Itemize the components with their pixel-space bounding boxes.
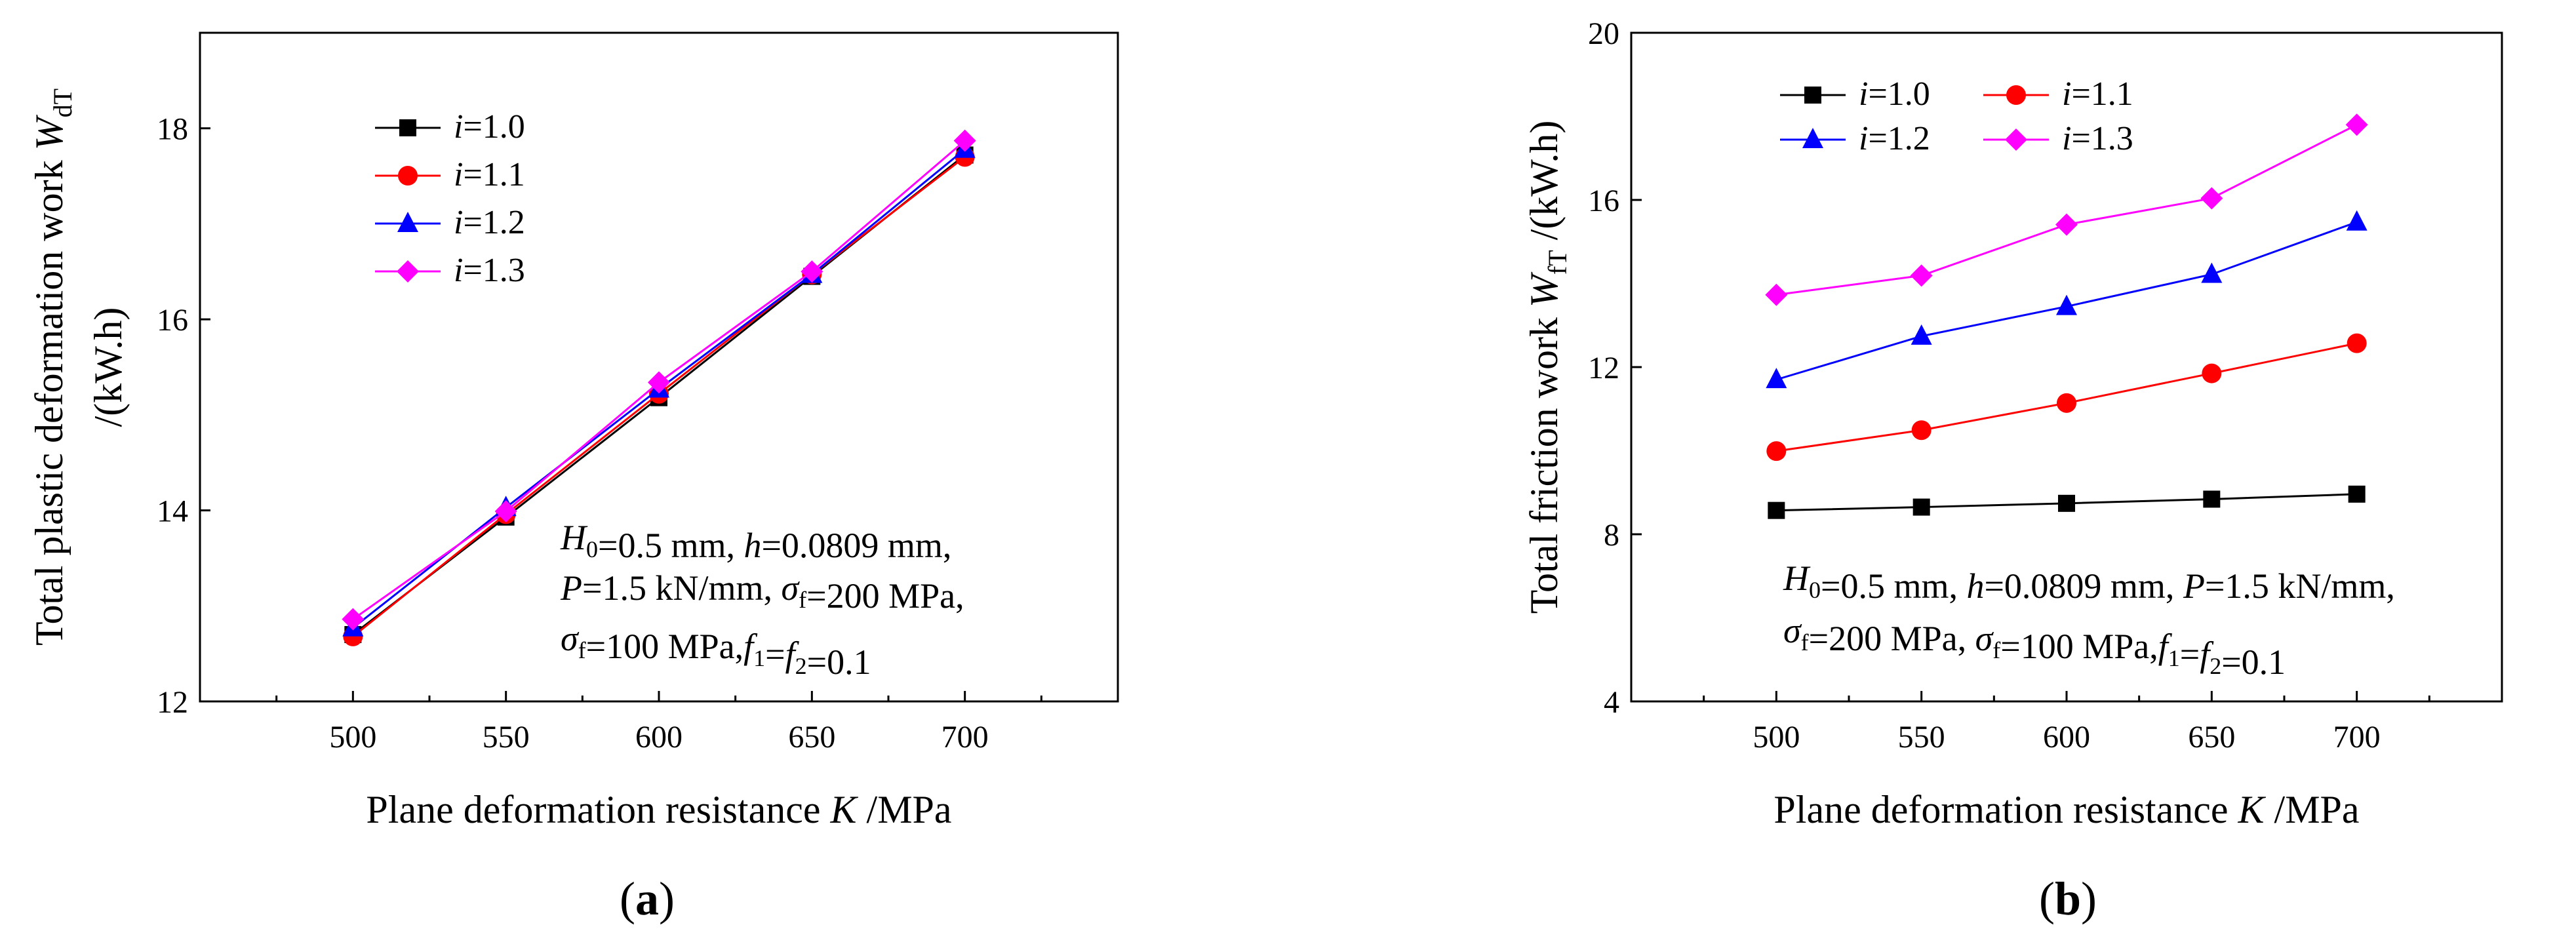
data-point — [2202, 363, 2222, 383]
parameter-note: H0=0.5 mm, h=0.0809 mm, P=1.5 kN/mm, — [1783, 559, 2395, 606]
x-tick-label: 650 — [788, 720, 835, 755]
y-tick-label: 12 — [157, 685, 188, 720]
x-tick-label: 700 — [2333, 720, 2381, 755]
data-point — [2347, 333, 2367, 353]
y-axis-label: Total plastic deformation work WdT — [28, 88, 77, 646]
parameter-note: σf=100 MPa,f1=f2=0.1 — [561, 619, 871, 682]
series-1.0 — [1768, 485, 2366, 519]
data-point — [342, 608, 365, 631]
data-point — [2348, 485, 2366, 503]
data-point — [1911, 420, 1932, 441]
x-tick-label: 500 — [1753, 720, 1800, 755]
y-axis-label-unit: /(kW.h) — [87, 307, 130, 427]
legend-marker — [399, 119, 416, 136]
series-1.2 — [1766, 210, 2368, 389]
data-point — [2203, 490, 2221, 508]
data-point — [1766, 368, 1787, 389]
data-point — [801, 260, 823, 283]
y-tick-label: 16 — [1588, 184, 1619, 218]
x-tick-label: 600 — [635, 720, 683, 755]
y-tick-label: 18 — [157, 112, 188, 147]
parameter-note: P=1.5 kN/mm, σf=200 MPa, — [560, 568, 964, 616]
data-point — [2346, 210, 2368, 231]
legend-label: i=1.3 — [454, 252, 525, 289]
legend-label: i=1.0 — [1859, 75, 1930, 113]
data-point — [1912, 498, 1930, 516]
legend-label: i=1.3 — [2062, 120, 2133, 157]
legend-marker — [2005, 128, 2027, 151]
legend-label: i=1.1 — [454, 156, 525, 193]
data-point — [2201, 262, 2223, 283]
x-tick-label: 550 — [483, 720, 530, 755]
x-tick-label: 600 — [2043, 720, 2090, 755]
x-tick-label: 700 — [941, 720, 989, 755]
data-point — [648, 371, 670, 394]
series-1.3 — [1765, 113, 2368, 306]
legend-marker — [398, 166, 418, 186]
data-point — [1910, 264, 1933, 287]
data-point — [2345, 113, 2368, 136]
parameter-note: H0=0.5 mm, h=0.0809 mm, — [560, 518, 951, 565]
data-point — [953, 129, 976, 152]
panel-label: (a) — [620, 873, 675, 925]
x-tick-label: 650 — [2188, 720, 2235, 755]
data-point — [1768, 501, 1785, 519]
chart-panel-b: 500 550 600 650 700 4 8 12 16 20 Plane deformation… — [1522, 16, 2503, 925]
chart-panel-a: 500 550 600 650 700 12 14 16 18 Plane deformation… — [28, 31, 1119, 925]
legend: i=1.0 i=1.1 i=1.2 i=1.3 — [1780, 75, 2133, 157]
legend-marker — [2006, 85, 2026, 105]
data-point — [2055, 213, 2078, 236]
y-tick-label: 16 — [157, 303, 188, 338]
legend-marker — [1802, 128, 1823, 148]
series-1.3 — [342, 129, 976, 631]
x-axis-label: Plane deformation resistance K /MPa — [1773, 788, 2359, 831]
data-point — [494, 500, 517, 523]
y-tick-label: 14 — [157, 494, 188, 529]
legend-marker — [397, 212, 418, 232]
panel-label: (b) — [2039, 873, 2097, 925]
data-point — [1911, 324, 1932, 345]
legend-label: i=1.2 — [454, 204, 525, 241]
legend-label: i=1.1 — [2062, 75, 2133, 113]
y-tick-label: 12 — [1588, 351, 1619, 385]
y-tick-label: 20 — [1588, 16, 1619, 51]
x-tick-label: 500 — [329, 720, 376, 755]
data-point — [1766, 441, 1787, 461]
x-axis-label: Plane deformation resistance K /MPa — [366, 788, 951, 831]
legend-label: i=1.0 — [454, 108, 525, 146]
y-axis-label: Total friction work WfT /(kW.h) — [1522, 121, 1572, 614]
x-tick-label: 550 — [1898, 720, 1945, 755]
data-point — [1765, 283, 1788, 306]
series-1.1 — [1766, 333, 2367, 461]
data-point — [2057, 393, 2076, 413]
y-tick-label: 4 — [1604, 685, 1619, 720]
legend: i=1.0 i=1.1 i=1.2 i=1.3 — [375, 108, 525, 289]
data-point — [2058, 494, 2075, 512]
data-point — [2056, 294, 2077, 315]
y-tick-label: 8 — [1604, 518, 1619, 553]
legend-marker — [1804, 87, 1821, 104]
data-point — [2200, 187, 2223, 210]
legend-marker — [397, 260, 419, 283]
parameter-note: σf=200 MPa, σf=100 MPa,f1=f2=0.1 — [1783, 611, 2286, 682]
legend-label: i=1.2 — [1859, 120, 1930, 157]
